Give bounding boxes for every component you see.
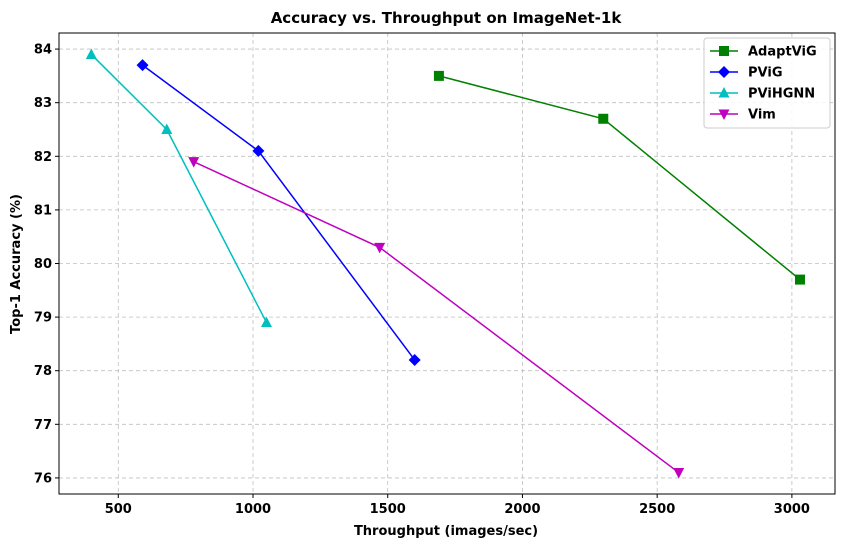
y-tick-label: 78 [34,364,52,379]
legend-entry: AdaptViG [710,45,817,60]
y-tick-label: 82 [34,150,52,165]
y-tick-label: 77 [34,418,52,433]
legend-label: AdaptViG [748,45,817,60]
data-point [598,113,609,124]
legend-marker [718,87,730,98]
data-point [433,70,444,81]
legend-marker [718,66,730,78]
legend-entry: PViHGNN [710,87,815,102]
legend-marker [719,46,729,56]
axis-ticks: 500 1000 1500 2000 2500 3000 76 77 78 79 80 81 82 83 8… [34,43,810,517]
x-tick-label: 2000 [504,502,540,517]
series-pvihgnn [85,48,272,327]
data-point [161,123,173,134]
y-tick-label: 84 [34,43,52,58]
series-adaptvig [433,70,805,285]
legend-label: PViHGNN [748,87,815,102]
x-axis-label: Throughput (images/sec) [354,524,538,539]
series-pvig [136,59,421,366]
legend-box [703,37,831,129]
series-line [90,53,268,323]
data-point [374,242,386,254]
x-tick-label: 2500 [639,502,675,517]
legend-entry: Vim [710,108,776,123]
legend-label: Vim [748,108,776,123]
legend-marker [718,109,730,120]
legend-entry: PViG [710,66,783,81]
grid-lines [59,33,835,494]
x-tick-label: 1500 [370,502,406,517]
series-layer [85,48,805,479]
legend: AdaptViG PViG PViHGNN Vim [703,37,831,129]
y-tick-label: 80 [34,257,52,272]
y-tick-label: 83 [34,96,52,111]
data-point [252,144,265,157]
data-point [408,353,421,366]
y-axis-label: Top-1 Accuracy (%) [9,194,24,334]
data-point [188,157,200,168]
y-tick-label: 76 [34,471,52,486]
x-tick-label: 3000 [774,502,810,517]
data-point [85,48,97,59]
x-tick-label: 500 [105,502,132,517]
chart-title: Accuracy vs. Throughput on ImageNet-1k [271,9,623,27]
data-point [673,468,685,479]
data-point [260,316,272,327]
y-tick-label: 81 [34,203,52,218]
y-tick-label: 79 [34,311,52,326]
data-point [136,59,149,72]
legend-label: PViG [748,66,783,81]
x-tick-label: 1000 [235,502,271,517]
series-line [142,64,416,361]
data-point [794,274,805,285]
series-vim [188,157,685,479]
